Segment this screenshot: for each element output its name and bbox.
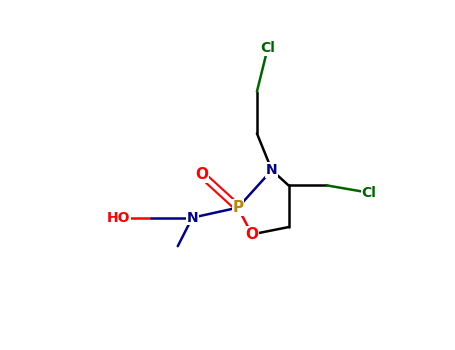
Text: O: O [196, 168, 209, 182]
Text: N: N [187, 211, 198, 225]
Text: HO: HO [107, 211, 130, 225]
Text: N: N [266, 163, 278, 177]
Text: O: O [245, 227, 258, 242]
Text: P: P [233, 200, 243, 215]
Text: Cl: Cl [362, 186, 376, 200]
Text: Cl: Cl [260, 41, 275, 55]
